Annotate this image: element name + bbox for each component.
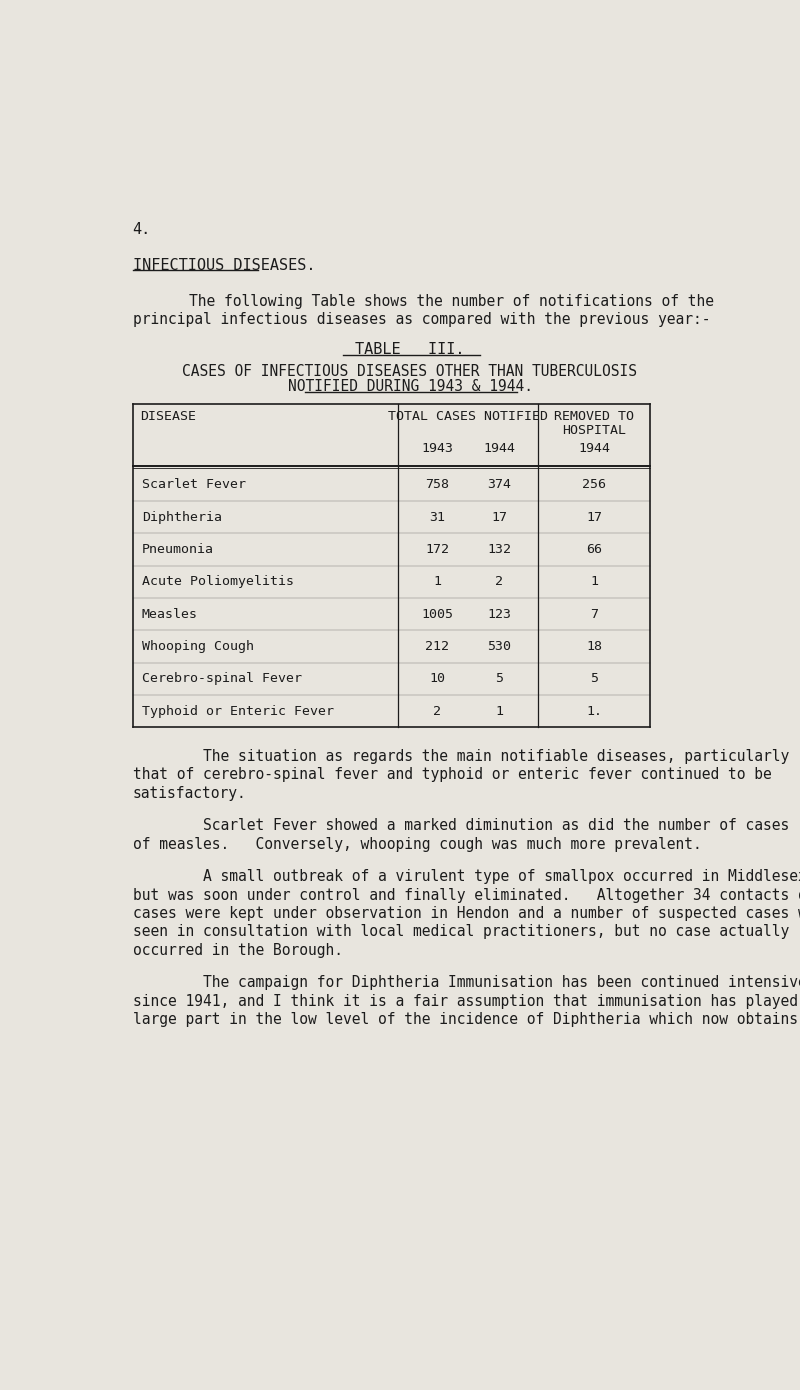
Text: REMOVED TO: REMOVED TO <box>554 410 634 423</box>
Text: cases were kept under observation in Hendon and a number of suspected cases were: cases were kept under observation in Hen… <box>133 906 800 922</box>
Text: 758: 758 <box>425 478 449 491</box>
Text: NOTIFIED DURING 1943 & 1944.: NOTIFIED DURING 1943 & 1944. <box>287 379 533 395</box>
Text: A small outbreak of a virulent type of smallpox occurred in Middlesex: A small outbreak of a virulent type of s… <box>133 869 800 884</box>
Text: Typhoid or Enteric Fever: Typhoid or Enteric Fever <box>142 705 334 717</box>
Text: 1944: 1944 <box>578 442 610 456</box>
Text: Whooping Cough: Whooping Cough <box>142 639 254 653</box>
Text: The following Table shows the number of notifications of the: The following Table shows the number of … <box>189 293 714 309</box>
Text: since 1941, and I think it is a fair assumption that immunisation has played a: since 1941, and I think it is a fair ass… <box>133 994 800 1009</box>
Text: 1: 1 <box>433 575 441 588</box>
Text: 17: 17 <box>491 510 507 524</box>
Text: seen in consultation with local medical practitioners, but no case actually: seen in consultation with local medical … <box>133 924 789 940</box>
Text: Cerebro-spinal Fever: Cerebro-spinal Fever <box>142 673 302 685</box>
Text: TOTAL CASES NOTIFIED: TOTAL CASES NOTIFIED <box>388 410 548 423</box>
Text: INFECTIOUS DISEASES.: INFECTIOUS DISEASES. <box>133 257 315 272</box>
Text: Acute Poliomyelitis: Acute Poliomyelitis <box>142 575 294 588</box>
Text: 2: 2 <box>495 575 503 588</box>
Text: principal infectious diseases as compared with the previous year:-: principal infectious diseases as compare… <box>133 311 710 327</box>
Text: 2: 2 <box>433 705 441 717</box>
Text: Pneumonia: Pneumonia <box>142 543 214 556</box>
Text: occurred in the Borough.: occurred in the Borough. <box>133 942 342 958</box>
Text: TABLE   III.: TABLE III. <box>355 342 465 357</box>
Text: 4.: 4. <box>133 222 151 238</box>
Text: but was soon under control and finally eliminated.   Altogether 34 contacts of: but was soon under control and finally e… <box>133 888 800 902</box>
Text: of measles.   Conversely, whooping cough was much more prevalent.: of measles. Conversely, whooping cough w… <box>133 837 702 852</box>
Text: Scarlet Fever: Scarlet Fever <box>142 478 246 491</box>
Text: 1943: 1943 <box>421 442 453 456</box>
Text: HOSPITAL: HOSPITAL <box>562 424 626 436</box>
Text: Diphtheria: Diphtheria <box>142 510 222 524</box>
Text: 7: 7 <box>590 607 598 621</box>
Text: 132: 132 <box>487 543 511 556</box>
Text: 1.: 1. <box>586 705 602 717</box>
Text: 256: 256 <box>582 478 606 491</box>
Text: large part in the low level of the incidence of Diphtheria which now obtains.: large part in the low level of the incid… <box>133 1012 800 1027</box>
Text: The situation as regards the main notifiable diseases, particularly: The situation as regards the main notifi… <box>133 749 789 764</box>
Text: that of cerebro-spinal fever and typhoid or enteric fever continued to be: that of cerebro-spinal fever and typhoid… <box>133 767 771 783</box>
Text: 1005: 1005 <box>421 607 453 621</box>
Text: 530: 530 <box>487 639 511 653</box>
Text: 1944: 1944 <box>483 442 515 456</box>
Text: CASES OF INFECTIOUS DISEASES OTHER THAN TUBERCULOSIS: CASES OF INFECTIOUS DISEASES OTHER THAN … <box>182 364 638 379</box>
Text: 5: 5 <box>590 673 598 685</box>
Text: 18: 18 <box>586 639 602 653</box>
Text: 66: 66 <box>586 543 602 556</box>
Text: 10: 10 <box>429 673 445 685</box>
Text: 212: 212 <box>425 639 449 653</box>
Text: 374: 374 <box>487 478 511 491</box>
Text: 17: 17 <box>586 510 602 524</box>
Text: 31: 31 <box>429 510 445 524</box>
Text: satisfactory.: satisfactory. <box>133 785 246 801</box>
Text: Scarlet Fever showed a marked diminution as did the number of cases: Scarlet Fever showed a marked diminution… <box>133 819 789 833</box>
Text: 1: 1 <box>590 575 598 588</box>
Text: 123: 123 <box>487 607 511 621</box>
Text: DISEASE: DISEASE <box>140 410 196 423</box>
Text: Measles: Measles <box>142 607 198 621</box>
Text: 5: 5 <box>495 673 503 685</box>
Text: 172: 172 <box>425 543 449 556</box>
Text: 1: 1 <box>495 705 503 717</box>
Text: The campaign for Diphtheria Immunisation has been continued intensively: The campaign for Diphtheria Immunisation… <box>133 976 800 990</box>
